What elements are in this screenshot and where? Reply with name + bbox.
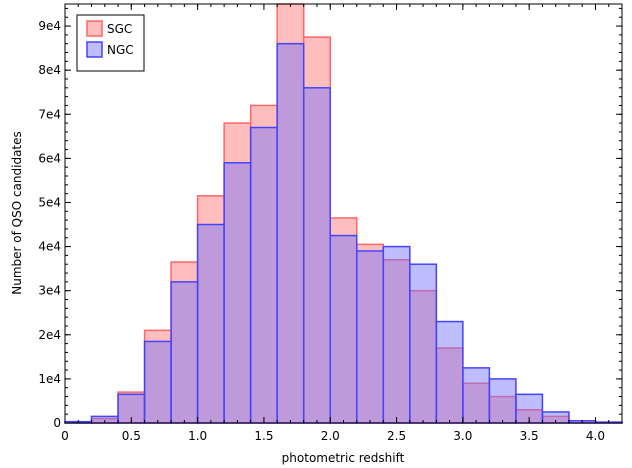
axes-layer: 0 0.5 1.0 1.5 2.0 2.5 3.0 3.5 4.0 0 1e4 2e4 3e4 4e4 5e…: [38, 3, 623, 443]
legend-label-ngc: NGC: [107, 43, 134, 57]
y-tick-label: 9e4: [38, 19, 61, 33]
bar-ngc-12: [382, 245, 411, 424]
x-tick-label: 0: [61, 429, 69, 443]
bar-sgc-7: [249, 104, 278, 424]
bar-ngc-15: [462, 367, 491, 424]
bar-ngc-4: [170, 281, 199, 424]
legend-swatch-ngc: [86, 41, 103, 58]
bar-sgc-12: [382, 259, 411, 424]
y-tick-label: 2e4: [38, 328, 61, 342]
legend-box: [76, 14, 145, 72]
x-tick-label: 3.5: [520, 429, 539, 443]
y-axis-label: Number of QSO candidates: [10, 131, 24, 295]
series-ngc: [64, 42, 623, 424]
y-tick-label: 1e4: [38, 372, 61, 386]
plot-area-background: [65, 4, 622, 423]
x-tick-label: 1.5: [254, 429, 273, 443]
bar-ngc-11: [356, 250, 385, 424]
y-tick-label: 4e4: [38, 240, 61, 254]
legend-label-sgc: SGC: [107, 22, 132, 36]
y-tick-label: 5e4: [38, 195, 61, 209]
x-tick-label: 3.0: [453, 429, 472, 443]
legend-swatch-sgc: [86, 20, 103, 37]
y-tick-label: 6e4: [38, 151, 61, 165]
bar-sgc-6: [223, 122, 252, 424]
y-tick-label: 3e4: [38, 284, 61, 298]
y-tick-label: 7e4: [38, 107, 61, 121]
x-tick-label: 4.0: [586, 429, 605, 443]
bar-ngc-3: [143, 340, 172, 424]
x-tick-label: 1.0: [188, 429, 207, 443]
bar-ngc-14: [435, 320, 464, 424]
bar-sgc-14: [435, 347, 464, 424]
legend: SGC NGC: [76, 14, 145, 72]
y-tick-label: 0: [53, 416, 61, 430]
x-tick-label: 0.5: [122, 429, 141, 443]
x-axis-label: photometric redshift: [282, 451, 405, 465]
bar-ngc-10: [329, 234, 358, 424]
bar-ngc-7: [249, 126, 278, 424]
x-tick-label: 2.5: [387, 429, 406, 443]
bar-ngc-13: [409, 263, 438, 424]
bar-ngc-6: [223, 162, 252, 424]
bar-ngc-8: [276, 42, 305, 424]
y-tick-label: 8e4: [38, 63, 61, 77]
bars-layer: [64, 3, 623, 424]
bar-ngc-9: [302, 87, 331, 424]
bar-sgc-15: [462, 382, 491, 424]
x-tick-label: 2.0: [321, 429, 340, 443]
bar-ngc-5: [196, 223, 225, 424]
bar-ngc-16: [488, 378, 517, 424]
